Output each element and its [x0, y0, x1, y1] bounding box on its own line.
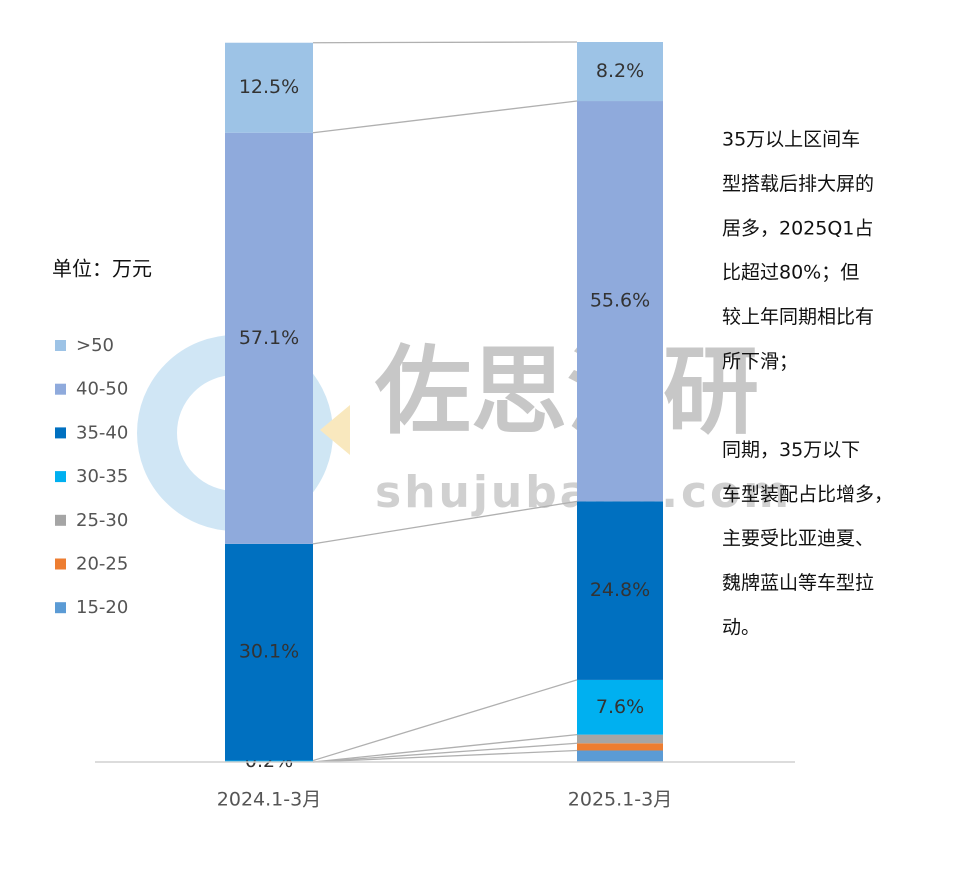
data-label: 55.6% [590, 290, 650, 312]
annotation: 魏牌蓝山等车型拉 [722, 572, 874, 594]
legend-label: >50 [76, 335, 114, 356]
annotation: 居多，2025Q1占 [722, 217, 873, 239]
legend-label: 20-25 [76, 554, 128, 575]
annotation: 型搭载后排大屏的 [722, 173, 874, 195]
connector [312, 742, 578, 763]
watermark-logo [320, 405, 350, 455]
annotation: 比超过80%；但 [722, 262, 859, 284]
connector [312, 733, 578, 763]
connector [312, 100, 578, 134]
legend-label: 15-20 [76, 597, 128, 618]
bar-segment [577, 734, 663, 744]
legend-title: 单位：万元 [52, 257, 152, 281]
legend-label: 40-50 [76, 379, 128, 400]
connector [312, 500, 578, 545]
legend-swatch [55, 340, 66, 351]
legend-swatch [55, 427, 66, 439]
data-label: 8.2% [596, 60, 644, 82]
legend-label: 25-30 [76, 510, 128, 531]
annotation: 所下滑； [722, 351, 798, 373]
legend-label: 30-35 [76, 466, 128, 487]
annotation: 同期，35万以下 [722, 439, 860, 461]
bar-segment [577, 679, 663, 735]
annotation: 主要受比亚迪夏、 [722, 528, 874, 550]
watermark-title: 佐思汽研 [374, 335, 759, 447]
annotation: 车型装配占比增多， [722, 483, 893, 505]
connector [312, 749, 578, 763]
annotation: 较上年同期相比有 [722, 306, 874, 328]
bar-segment [225, 132, 313, 544]
bar-segment [577, 750, 663, 762]
data-label: 12.5% [239, 76, 299, 98]
bar-segment [577, 743, 663, 751]
legend-label: 35-40 [76, 422, 128, 443]
annotation: 35万以上区间车 [722, 129, 860, 151]
bar-segment [577, 101, 663, 502]
connector [312, 41, 578, 44]
data-label: 57.1% [239, 327, 299, 349]
x-tick-label: 2025.1-3月 [568, 789, 672, 811]
data-label: 30.1% [239, 641, 299, 663]
data-label: 7.6% [596, 696, 644, 718]
bar-segment [225, 42, 313, 133]
bar-segment [577, 42, 663, 102]
annotation: 动。 [722, 617, 760, 639]
legend-swatch [55, 383, 66, 395]
legend-swatch [55, 471, 66, 483]
x-tick-label: 2024.1-3月 [217, 789, 321, 811]
connector [312, 679, 578, 762]
legend-swatch [55, 602, 66, 614]
bar-segment [225, 543, 313, 761]
legend-swatch [55, 514, 66, 526]
legend-swatch [55, 558, 66, 570]
bar-segment [577, 501, 663, 680]
data-label: 24.8% [590, 579, 650, 601]
